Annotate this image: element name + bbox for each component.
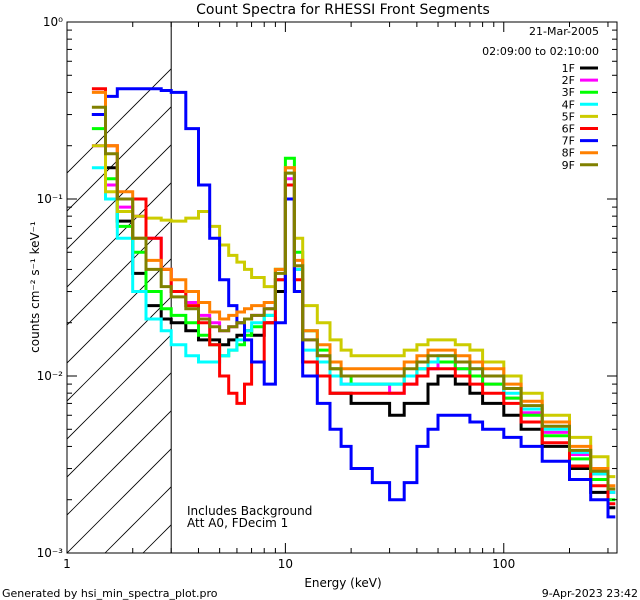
hatch-line	[67, 68, 172, 174]
series-3F	[91, 127, 616, 502]
series-layer	[91, 87, 616, 519]
hatch-line	[257, 22, 640, 553]
x-tick-label: 1	[63, 557, 71, 571]
series-5F	[91, 144, 616, 479]
hatch-line	[67, 372, 172, 478]
hatch-line	[67, 106, 172, 212]
attenuator-hatch	[67, 22, 640, 553]
hatch-line	[67, 220, 172, 326]
y-tick-label: 10⁻²	[37, 369, 64, 383]
annotation-background: Includes Background	[187, 504, 312, 518]
footer-timestamp: 9-Apr-2023 23:42	[542, 587, 638, 600]
axis-ticks	[66, 21, 617, 554]
y-tick-label: 10⁰	[43, 15, 63, 29]
x-tick-label: 100	[492, 557, 515, 571]
legend-label-9F: 9F	[562, 159, 575, 172]
legend-label-3F: 3F	[562, 86, 575, 99]
legend-label-2F: 2F	[562, 74, 575, 87]
date-label: 21-Mar-2005	[529, 25, 599, 38]
footer-generated-by: Generated by hsi_min_spectra_plot.pro	[2, 587, 218, 600]
hatch-line	[219, 22, 640, 553]
legend-label-5F: 5F	[562, 110, 575, 123]
y-tick-labels: 10⁰ 10⁻¹ 10⁻² 10⁻³	[37, 15, 64, 560]
plot-frame	[66, 21, 618, 554]
series-7F	[91, 87, 616, 519]
x-axis-label: Energy (keV)	[304, 576, 381, 590]
x-tick-labels: 1 10 100	[63, 557, 515, 571]
hatch-line	[295, 22, 640, 553]
hatch-line	[523, 22, 640, 553]
legend-label-6F: 6F	[562, 123, 575, 136]
x-tick-label: 10	[278, 557, 293, 571]
series-9F	[91, 105, 616, 491]
hatch-line	[67, 334, 172, 440]
hatch-line	[67, 258, 172, 364]
legend-label-7F: 7F	[562, 135, 575, 148]
y-axis-label: counts cm⁻² s⁻¹ keV⁻¹	[28, 221, 42, 353]
legend-label-4F: 4F	[562, 98, 575, 111]
hatch-line	[67, 448, 172, 553]
annotation-attenuator: Att A0, FDecim 1	[187, 516, 288, 530]
time-range-label: 02:09:00 to 02:10:00	[482, 45, 599, 58]
legend-label-8F: 8F	[562, 147, 575, 160]
chart-title: Count Spectra for RHESSI Front Segments	[196, 2, 490, 18]
legend-label-1F: 1F	[562, 62, 575, 75]
y-tick-label: 10⁻¹	[37, 192, 64, 206]
hatch-line	[447, 22, 640, 553]
series-4F	[91, 166, 616, 494]
y-tick-label: 10⁻³	[37, 546, 64, 560]
hatch-line	[67, 410, 172, 516]
